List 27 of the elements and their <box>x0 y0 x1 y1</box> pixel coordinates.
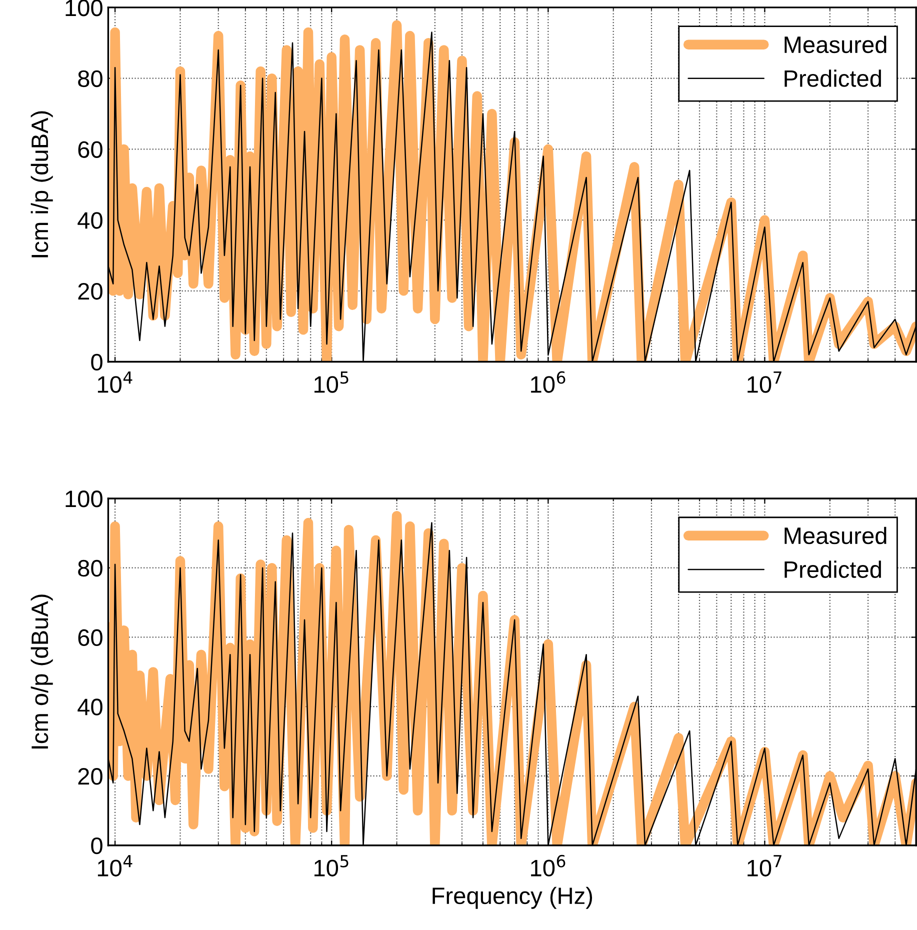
x-tick-label: 10$^{4}$ <box>98 855 132 876</box>
x-tick-label: 10$^{5}$ <box>314 372 348 393</box>
legend-label: Measured <box>784 526 886 544</box>
y-axis-title: Icm o/p (dBuA) <box>30 594 53 748</box>
y-axis-title: Icm i/p (duBA) <box>30 111 53 258</box>
x-tick-label: 10$^{7}$ <box>748 855 782 876</box>
y-tick-label: 80 <box>78 70 102 88</box>
y-tick-label: 40 <box>78 698 102 716</box>
x-tick-label: 10$^{6}$ <box>531 854 566 876</box>
y-tick-label: 0 <box>91 354 102 371</box>
legend-label: Predicted <box>784 560 881 578</box>
y-tick-label: 40 <box>78 212 102 229</box>
y-tick-label: 60 <box>78 629 102 646</box>
y-tick-label: 20 <box>78 282 102 300</box>
x-axis-title: Frequency (Hz) <box>432 886 592 909</box>
x-tick-label: 10$^{6}$ <box>531 371 566 393</box>
y-tick-label: 100 <box>66 0 102 16</box>
y-tick-label: 20 <box>78 768 102 785</box>
x-tick-label: 10$^{7}$ <box>748 372 782 393</box>
y-tick-label: 80 <box>78 560 102 577</box>
y-tick-label: 60 <box>78 141 102 158</box>
legend-label: Measured <box>784 36 886 54</box>
legend-label: Predicted <box>784 70 881 87</box>
y-tick-label: 0 <box>91 837 102 854</box>
x-tick-label: 10$^{5}$ <box>314 855 348 876</box>
y-tick-label: 100 <box>66 490 102 508</box>
x-tick-label: 10$^{4}$ <box>98 372 132 393</box>
